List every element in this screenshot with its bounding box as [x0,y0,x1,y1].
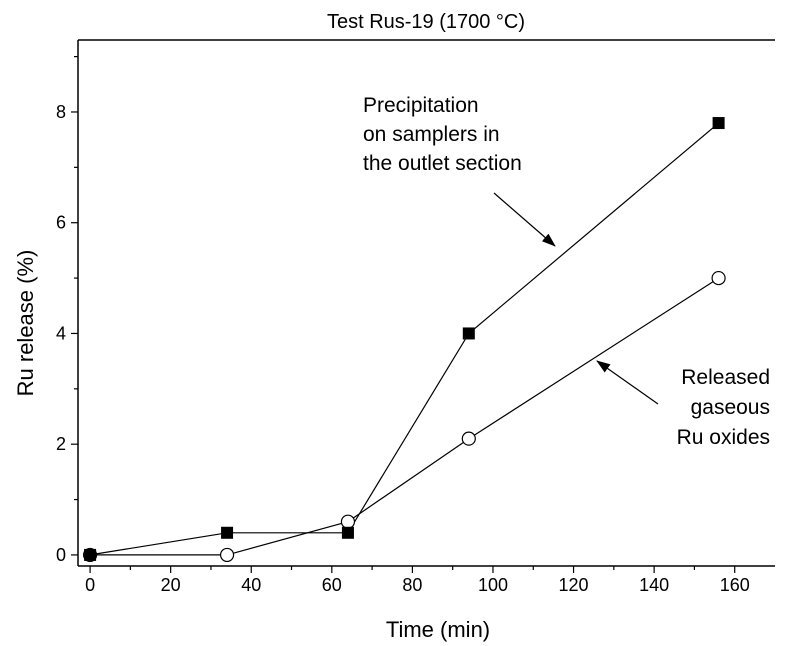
x-axis-title: Time (min) [386,617,490,642]
series-1-point [340,514,356,529]
x-tick-label-160: 160 [720,575,750,595]
x-tick-label-80: 80 [402,575,422,595]
annotation-released-line: Ru oxides [677,426,770,449]
y-tick-label-6: 6 [56,213,66,233]
series-0-point [84,548,97,561]
annotation-precipitation-line: on samplers in [363,123,500,146]
annotation-precipitation-line: Precipitation [363,94,479,117]
annotation-released-line: gaseous [691,396,770,419]
x-tick-label-120: 120 [559,575,589,595]
x-tick-label-60: 60 [322,575,342,595]
y-tick-label-0: 0 [56,545,66,565]
annotation-released-line: Released [681,366,770,389]
x-tick-label-0: 0 [85,575,95,595]
y-tick-label-4: 4 [56,323,66,343]
annotation-arrow-precipitation [493,192,556,247]
x-tick-label-140: 140 [639,575,669,595]
series-0-point [712,117,725,130]
annotation-arrow-released [596,360,659,405]
series-1-point [461,431,476,446]
series-1-point [711,270,726,286]
annotation-precipitation-line: the outlet section [363,152,522,175]
series-0-point [462,327,475,340]
y-tick-label-2: 2 [56,434,66,454]
x-tick-label-40: 40 [241,575,261,595]
series-1-line [90,277,719,556]
series-0-point [221,526,234,539]
y-tick-label-8: 8 [56,102,66,122]
series-1-point [219,547,235,563]
chart-title: Test Rus-19 (1700 °C) [327,11,525,33]
y-axis-title: Ru release (%) [13,250,38,397]
series-0-point [341,526,354,539]
plot-area: 0 20 40 60 80 100 120 140 160 0 2 4 6 8 Precipitation o… [56,39,775,595]
x-tick-label-100: 100 [478,575,508,595]
x-tick-label-20: 20 [161,575,181,595]
